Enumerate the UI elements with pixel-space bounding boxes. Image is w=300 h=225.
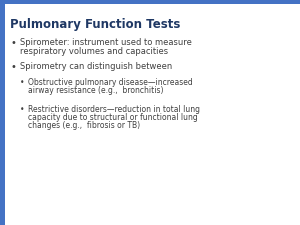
- Text: respiratory volumes and capacities: respiratory volumes and capacities: [20, 47, 168, 56]
- Text: Spirometer: instrument used to measure: Spirometer: instrument used to measure: [20, 38, 192, 47]
- Text: •: •: [10, 62, 16, 72]
- Text: Restrictive disorders—reduction in total lung: Restrictive disorders—reduction in total…: [28, 105, 200, 114]
- Text: changes (e.g.,  fibrosis or TB): changes (e.g., fibrosis or TB): [28, 121, 140, 130]
- Text: •: •: [20, 105, 25, 114]
- Bar: [0, 0, 5, 225]
- Text: Pulmonary Function Tests: Pulmonary Function Tests: [10, 18, 180, 31]
- Text: •: •: [20, 78, 25, 87]
- Bar: [0, 0, 300, 4]
- Text: capacity due to structural or functional lung: capacity due to structural or functional…: [28, 113, 198, 122]
- Text: •: •: [10, 38, 16, 48]
- Text: Spirometry can distinguish between: Spirometry can distinguish between: [20, 62, 172, 71]
- Text: Obstructive pulmonary disease—increased: Obstructive pulmonary disease—increased: [28, 78, 193, 87]
- Text: airway resistance (e.g.,  bronchitis): airway resistance (e.g., bronchitis): [28, 86, 164, 95]
